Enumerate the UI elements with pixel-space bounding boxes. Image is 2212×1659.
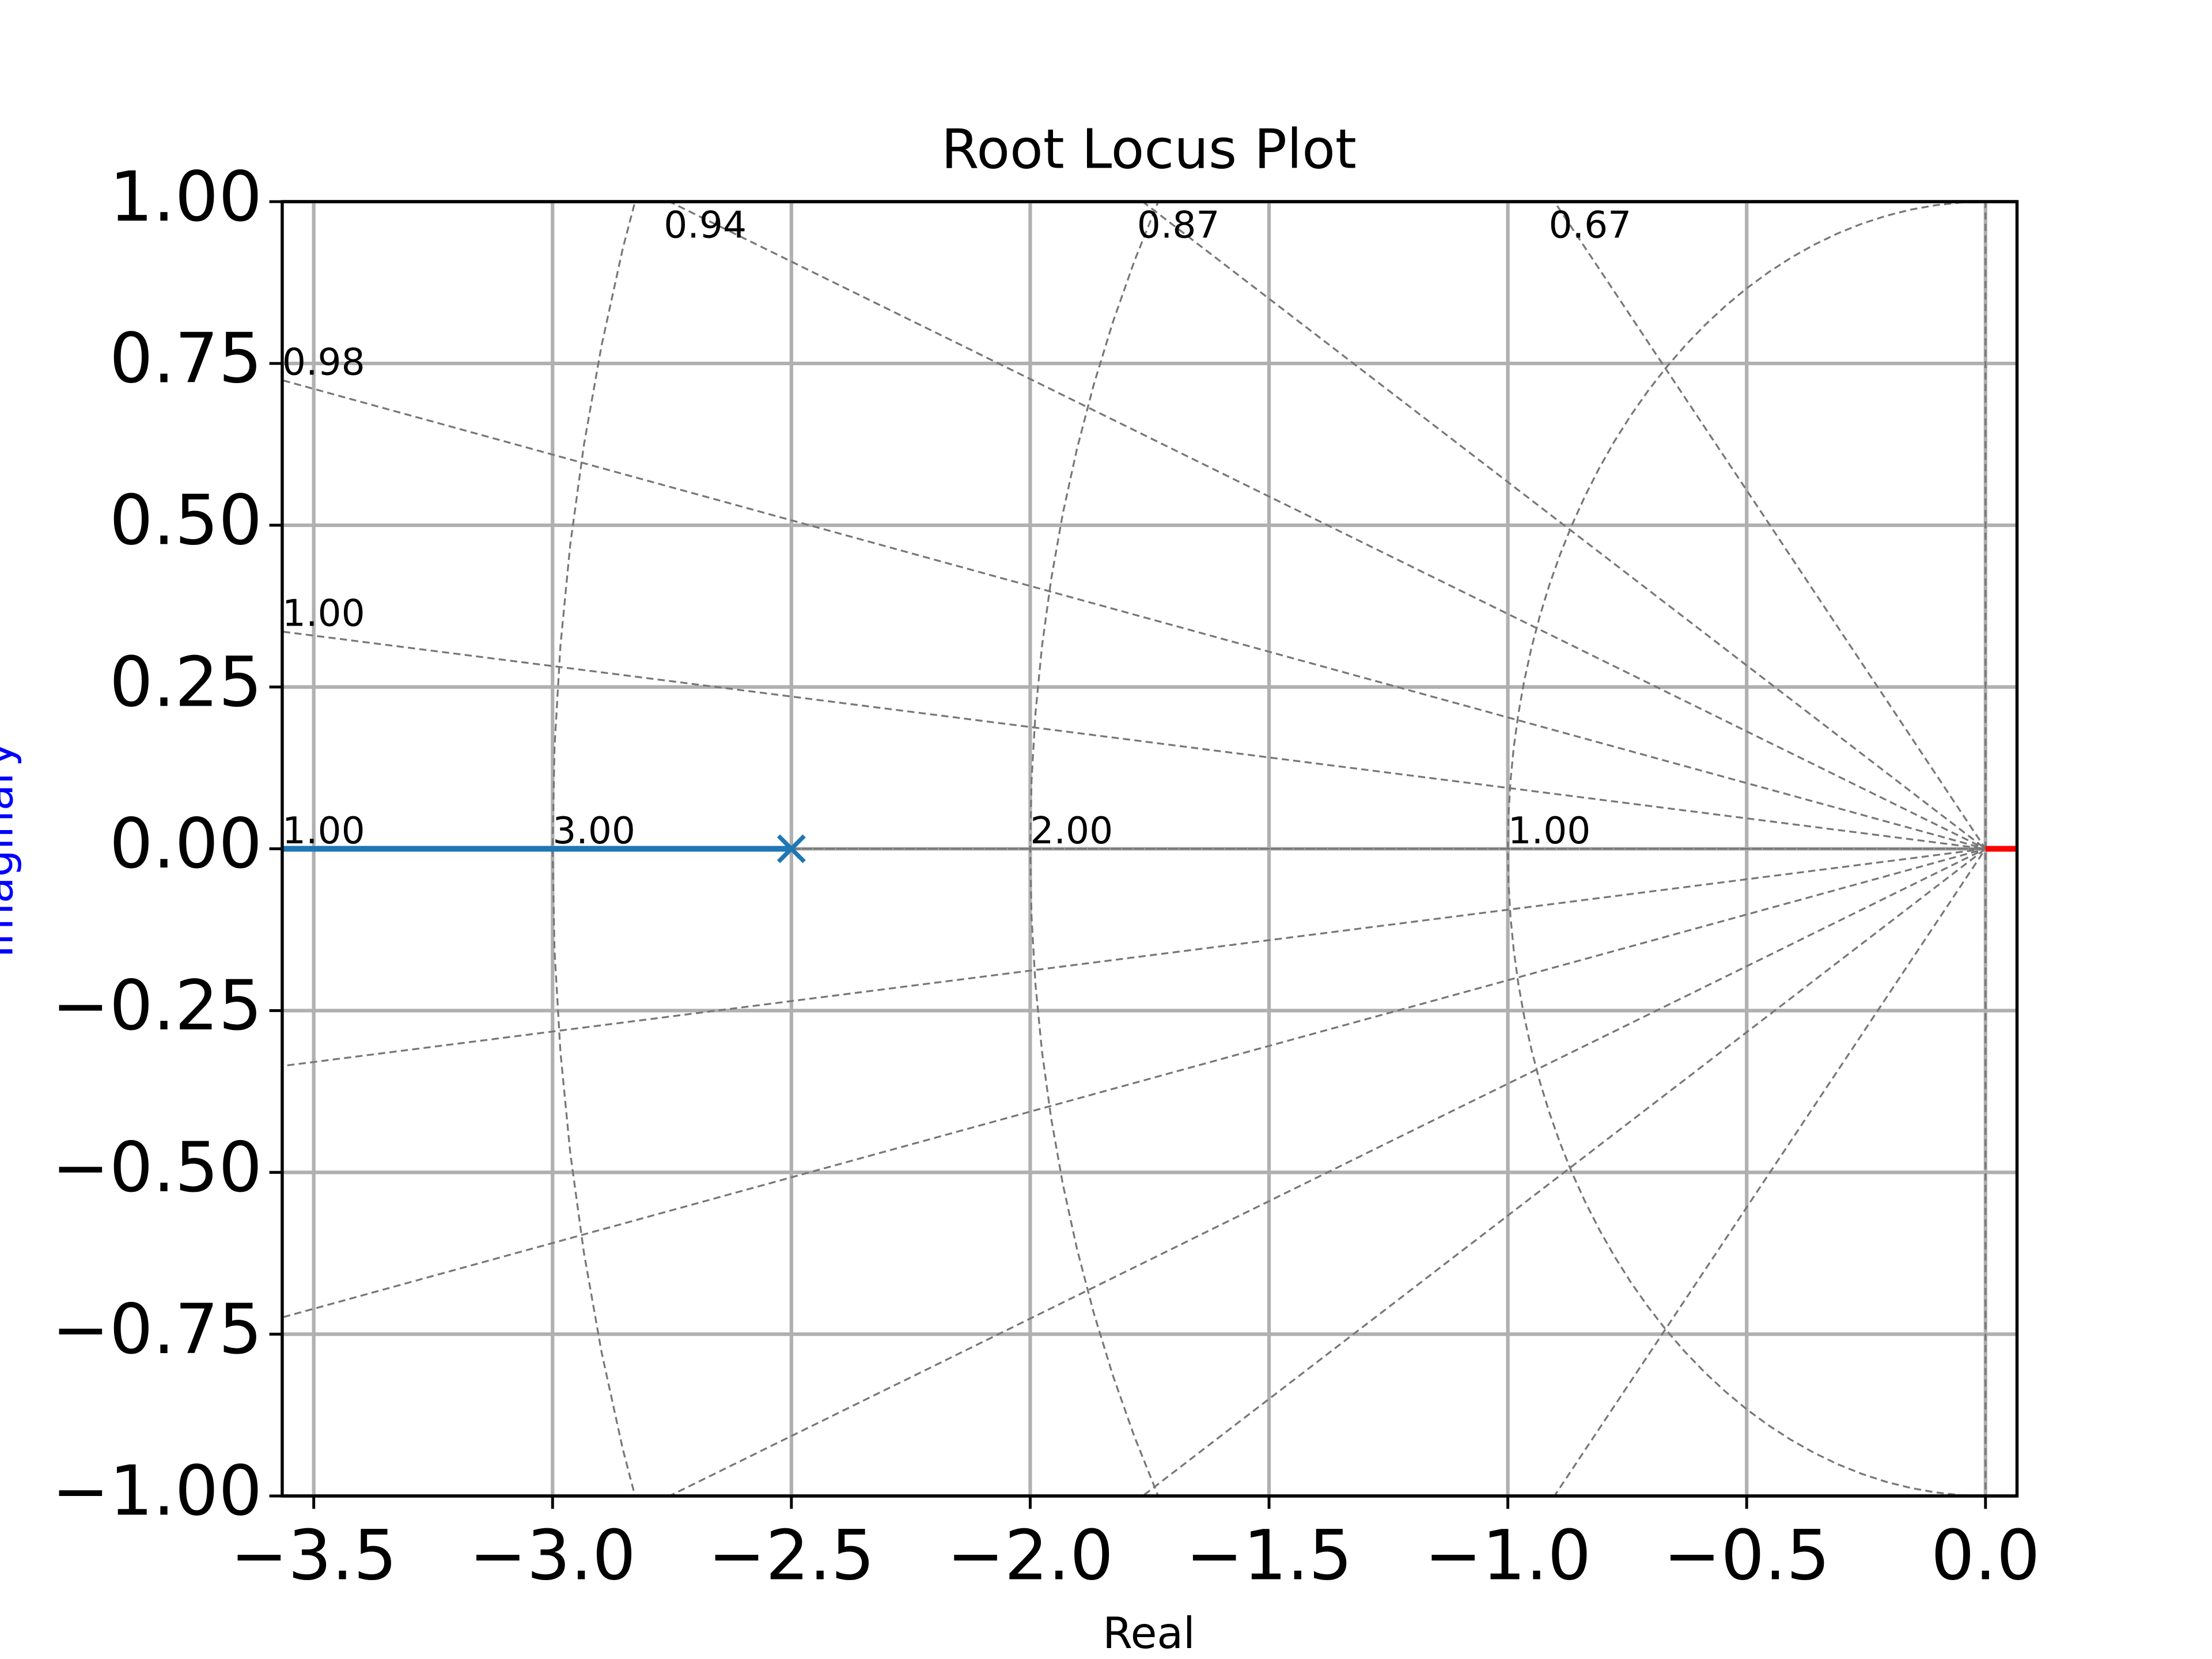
wn-arc (1029, 202, 1160, 1496)
y-axis-label: Imaginary (0, 741, 22, 958)
wn-label: 1.00 (1508, 809, 1591, 853)
damping-label: 0.94 (664, 203, 747, 247)
wn-label: 3.00 (552, 809, 635, 853)
y-tick-label: −1.00 (52, 1452, 262, 1532)
x-tick-label: −3.0 (469, 1516, 636, 1596)
y-tick-label: −0.25 (52, 966, 262, 1046)
damping-label: 1.00 (282, 592, 365, 635)
y-tick-label: −0.75 (52, 1290, 262, 1370)
damping-label: 0.87 (1137, 203, 1220, 247)
x-tick-label: −3.5 (230, 1516, 397, 1596)
y-tick-label: 0.25 (109, 642, 262, 722)
y-tick-label: −0.50 (52, 1128, 262, 1208)
wn-arc (1506, 202, 1986, 1496)
x-axis-label: Real (1103, 1608, 1195, 1658)
pole-marker (777, 834, 806, 863)
x-tick-label: −0.5 (1664, 1516, 1830, 1596)
x-tick-label: 0.0 (1931, 1516, 2040, 1596)
y-tick-label: 1.00 (109, 157, 262, 237)
y-tick-label: 0.00 (109, 804, 262, 884)
x-tick-label: −2.0 (947, 1516, 1113, 1596)
x-tick-label: −2.5 (708, 1516, 874, 1596)
damping-label: 0.67 (1549, 203, 1632, 247)
damping-label: 0.98 (282, 340, 365, 384)
damping-label: 1.00 (282, 809, 365, 853)
x-tick-label: −1.5 (1185, 1516, 1352, 1596)
chart-title: Root Locus Plot (941, 118, 1357, 181)
x-tick-label: −1.0 (1425, 1516, 1591, 1596)
wn-label: 2.00 (1030, 809, 1113, 853)
y-tick-label: 0.75 (109, 319, 262, 399)
y-tick-label: 0.50 (109, 480, 262, 560)
